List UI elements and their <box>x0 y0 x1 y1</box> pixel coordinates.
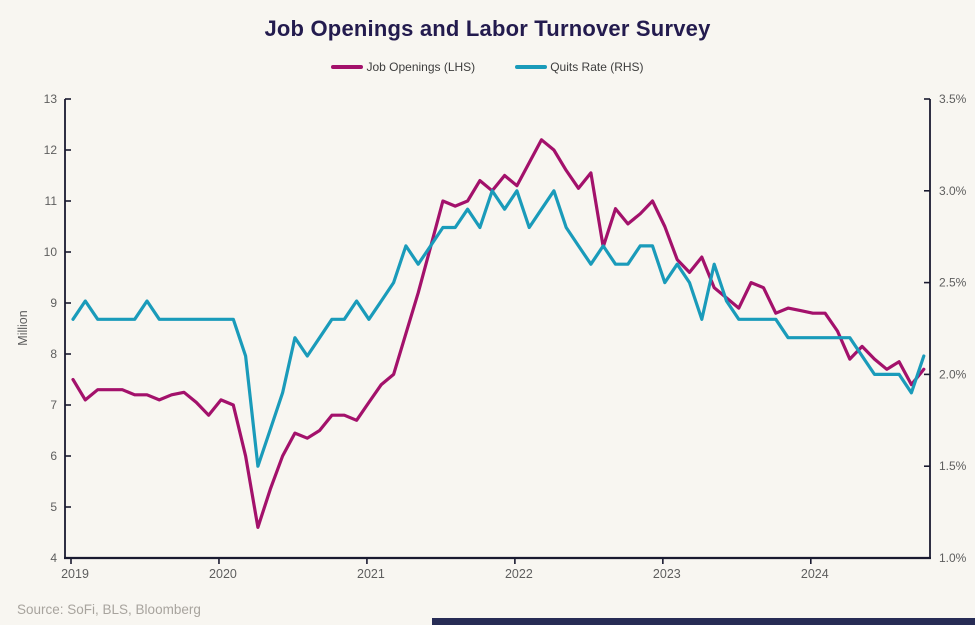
series-lines <box>71 138 926 530</box>
right-axis-tick-label: 3.5% <box>939 92 967 106</box>
right-axis-tick-label: 1.0% <box>939 551 967 565</box>
left-axis-tick-label: 5 <box>50 500 57 514</box>
job-openings-line-swatch-icon <box>331 65 364 69</box>
left-axis-tick-label: 12 <box>44 143 58 157</box>
left-axis-tick-label: 8 <box>50 347 57 361</box>
legend-item-quits-rate: Quits Rate (RHS) <box>515 60 644 74</box>
series-line-quits-rate <box>71 189 926 468</box>
right-axis-tick-label: 2.5% <box>939 276 967 290</box>
left-axis-title: Million <box>16 310 30 345</box>
left-axis-tick-label: 6 <box>50 449 57 463</box>
footer-bar <box>432 618 975 625</box>
legend-label-quits-rate: Quits Rate (RHS) <box>550 60 644 74</box>
series-line-job-openings <box>71 138 926 530</box>
x-axis-tick-label: 2022 <box>505 567 533 581</box>
x-axis-tick-label: 2023 <box>653 567 681 581</box>
axes: 4 5 6 7 8 9 10 11 12 13 1.0% 1.5% 2.0% 2.5% 3.0% 3.5% 20… <box>44 92 967 581</box>
quits-rate-line-swatch-icon <box>515 65 548 69</box>
right-axis-tick-label: 1.5% <box>939 459 967 473</box>
x-axis-tick-label: 2019 <box>61 567 89 581</box>
left-axis-tick-label: 10 <box>44 245 58 259</box>
right-axis-tick-label: 2.0% <box>939 367 967 381</box>
legend: Job Openings (LHS) Quits Rate (RHS) <box>0 60 975 74</box>
x-axis-tick-label: 2021 <box>357 567 385 581</box>
right-axis-tick-label: 3.0% <box>939 184 967 198</box>
left-axis-tick-label: 13 <box>44 92 58 106</box>
left-axis-tick-label: 7 <box>50 398 57 412</box>
legend-item-job-openings: Job Openings (LHS) <box>331 60 475 74</box>
source-note: Source: SoFi, BLS, Bloomberg <box>17 602 201 617</box>
left-axis-tick-label: 4 <box>50 551 57 565</box>
left-axis-tick-label: 11 <box>45 194 58 208</box>
left-axis-tick-label: 9 <box>50 296 57 310</box>
x-axis-tick-label: 2024 <box>801 567 829 581</box>
chart-title: Job Openings and Labor Turnover Survey <box>264 16 711 41</box>
x-axis-tick-label: 2020 <box>209 567 237 581</box>
legend-label-job-openings: Job Openings (LHS) <box>366 60 476 74</box>
